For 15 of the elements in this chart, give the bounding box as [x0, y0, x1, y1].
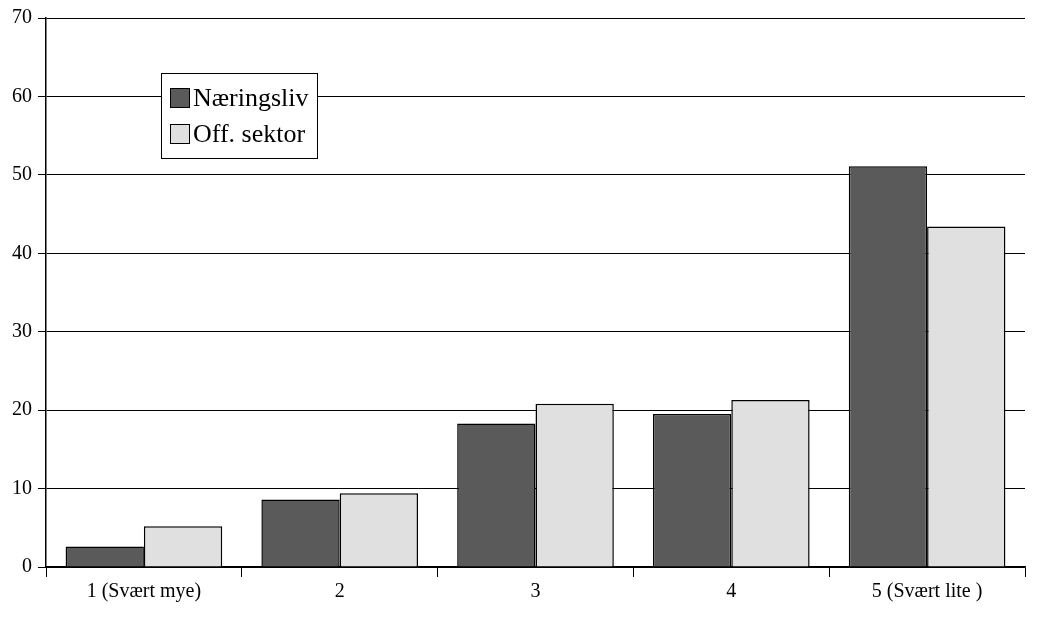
x-tick-label: 2 [334, 579, 345, 602]
x-tick-label: 3 [530, 579, 541, 602]
x-tick-label: 5 (Svært lite ) [871, 579, 983, 603]
legend-label: Næringsliv [193, 82, 309, 114]
y-tick-label: 50 [12, 162, 32, 185]
legend-label: Off. sektor [193, 118, 306, 150]
y-tick-label: 40 [12, 240, 32, 263]
y-tick-label: 70 [12, 5, 32, 28]
x-tick-label: 4 [726, 579, 737, 602]
y-tick-label: 60 [12, 83, 32, 106]
y-tick-label: 30 [12, 318, 32, 341]
y-tick-label: 10 [12, 475, 32, 498]
y-tick-label: 20 [12, 397, 32, 420]
x-tick-label: 1 (Svært mye) [86, 579, 202, 603]
y-tick-label: 0 [22, 554, 32, 577]
